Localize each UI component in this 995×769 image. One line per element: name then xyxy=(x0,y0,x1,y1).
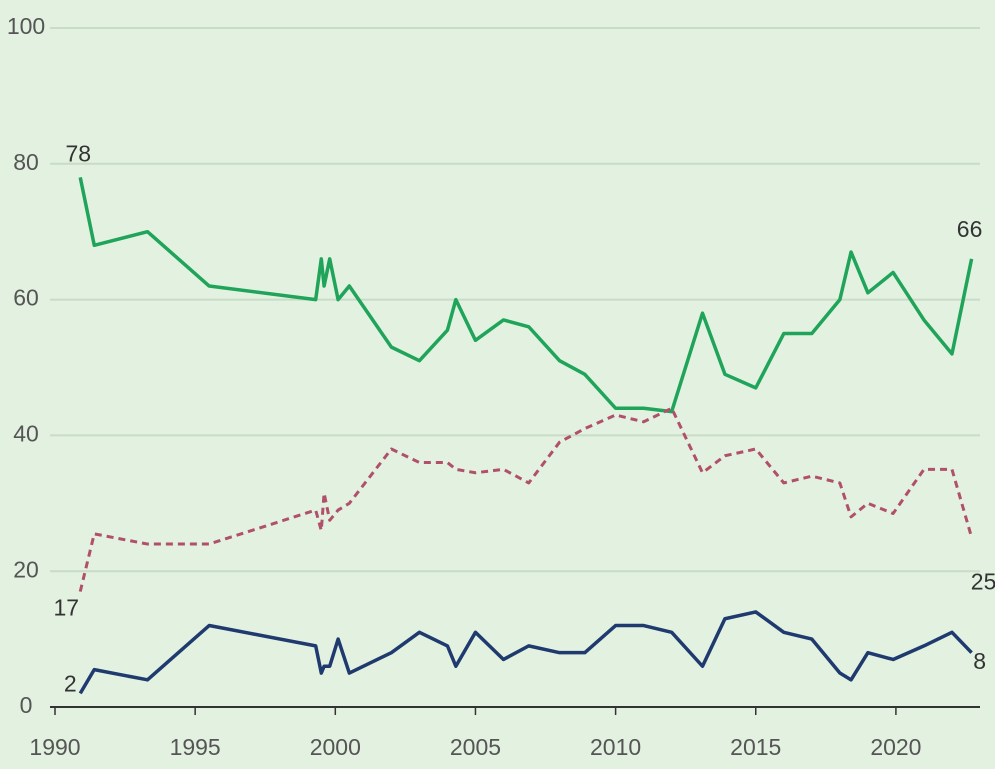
y-tick-label: 0 xyxy=(20,692,33,718)
series-line xyxy=(78,610,973,695)
series-line xyxy=(78,177,974,414)
y-tick-label: 20 xyxy=(13,556,39,582)
y-tick-label: 60 xyxy=(13,285,39,311)
x-tick-label: 2000 xyxy=(310,734,361,760)
x-tick-label: 2010 xyxy=(590,734,641,760)
x-tick-label: 2020 xyxy=(870,734,921,760)
x-tick-label: 2005 xyxy=(450,734,501,760)
x-tick-label: 2015 xyxy=(730,734,781,760)
end-label: 2 xyxy=(64,670,77,696)
x-tick-label: 1990 xyxy=(29,734,80,760)
end-label: 78 xyxy=(65,140,91,166)
end-label: 8 xyxy=(973,648,986,674)
y-tick-label: 80 xyxy=(13,149,39,175)
end-label: 25 xyxy=(971,568,995,594)
end-label: 66 xyxy=(957,216,983,242)
y-tick-label: 100 xyxy=(7,13,45,39)
y-tick-label: 40 xyxy=(13,420,39,446)
x-tick-label: 1995 xyxy=(170,734,221,760)
series-line xyxy=(78,406,974,592)
end-label: 17 xyxy=(53,595,79,621)
